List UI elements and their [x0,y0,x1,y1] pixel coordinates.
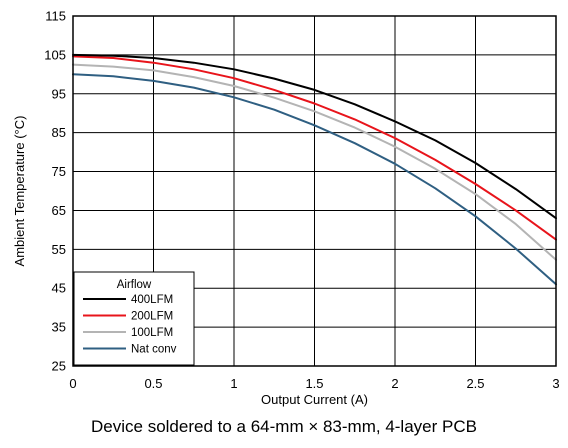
y-tick-label: 65 [52,203,66,218]
y-tick-label: 95 [52,86,66,101]
x-tick-label: 0.5 [144,376,162,391]
series-line-100lfm [72,63,557,261]
y-tick-label: 105 [44,47,66,62]
figure-caption: Device soldered to a 64-mm × 83-mm, 4-la… [91,417,477,436]
legend-entries: 400LFM 200LFM 100LFM Nat conv [83,294,177,356]
legend-label: 200LFM [131,311,173,323]
x-tick-labels: 0 0.5 1 1.5 2 2.5 3 [69,376,559,391]
y-tick-label: 75 [52,164,66,179]
legend-label: 100LFM [131,327,173,339]
x-tick-label: 1.5 [305,376,323,391]
legend-label: 400LFM [131,294,173,306]
y-axis-label: Ambient Temperature (°C) [12,116,27,267]
legend-label: Nat conv [131,344,177,356]
y-tick-label: 85 [52,125,66,140]
series-line-nat-conv [72,73,557,286]
y-tick-label: 45 [52,281,66,296]
x-tick-label: 2 [391,376,398,391]
x-tick-label: 0 [69,376,76,391]
x-tick-label: 3 [552,376,559,391]
plot-frame [72,15,557,367]
y-tick-label: 35 [52,320,66,335]
thermal-derating-chart: 0 0.5 1 1.5 2 2.5 3 25 35 45 55 65 75 85 95 105 115 Out… [12,9,560,408]
series-line-200lfm [72,55,557,241]
series-layer [72,53,557,286]
series-line-400lfm [72,53,557,220]
y-tick-labels: 25 35 45 55 65 75 85 95 105 115 [44,9,66,374]
x-tick-label: 1 [230,376,237,391]
y-tick-label: 25 [52,359,66,374]
legend-title: Airflow [117,279,152,291]
legend: Airflow 400LFM 200LFM 100LFM Nat conv [73,271,195,366]
y-tick-label: 55 [52,242,66,257]
x-axis-label: Output Current (A) [261,392,368,407]
y-tick-label: 115 [45,9,66,24]
x-tick-label: 2.5 [466,376,484,391]
